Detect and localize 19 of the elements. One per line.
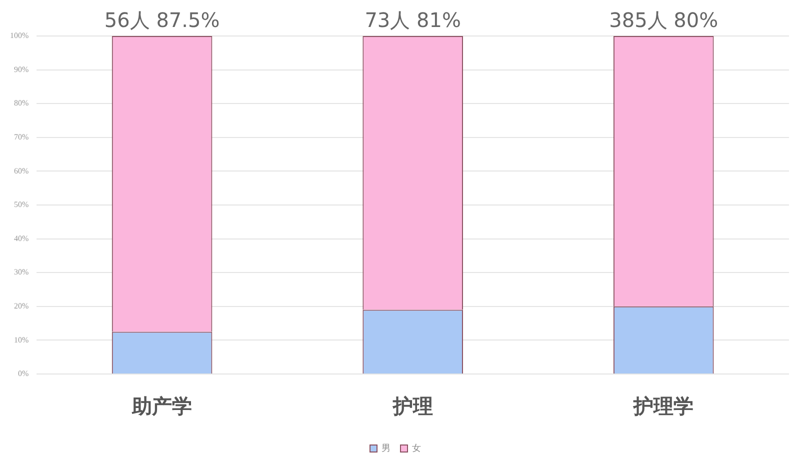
y-tick-label: 60% [14, 166, 29, 176]
x-tick-label: 护理 [392, 394, 433, 418]
legend-label: 女 [412, 442, 421, 453]
y-tick-label: 70% [14, 132, 29, 142]
y-tick-label: 80% [14, 98, 29, 108]
x-tick-label: 助产学 [131, 394, 192, 418]
y-tick-label: 50% [14, 200, 29, 210]
y-tick-label: 30% [14, 268, 29, 277]
legend-label: 男 [382, 442, 390, 453]
y-tick-label: 10% [14, 335, 29, 344]
y-tick-label: 0% [18, 369, 29, 378]
y-tick-label: 40% [14, 234, 29, 243]
annotation: 56人 87.5% [104, 8, 220, 32]
y-tick-label: 90% [14, 64, 29, 74]
y-tick-label: 100% [10, 31, 29, 40]
x-tick-label: 护理学 [632, 394, 694, 418]
annotation: 73人 81% [364, 8, 461, 32]
annotation: 385人 80% [609, 8, 718, 32]
y-tick-label: 20% [14, 301, 29, 310]
